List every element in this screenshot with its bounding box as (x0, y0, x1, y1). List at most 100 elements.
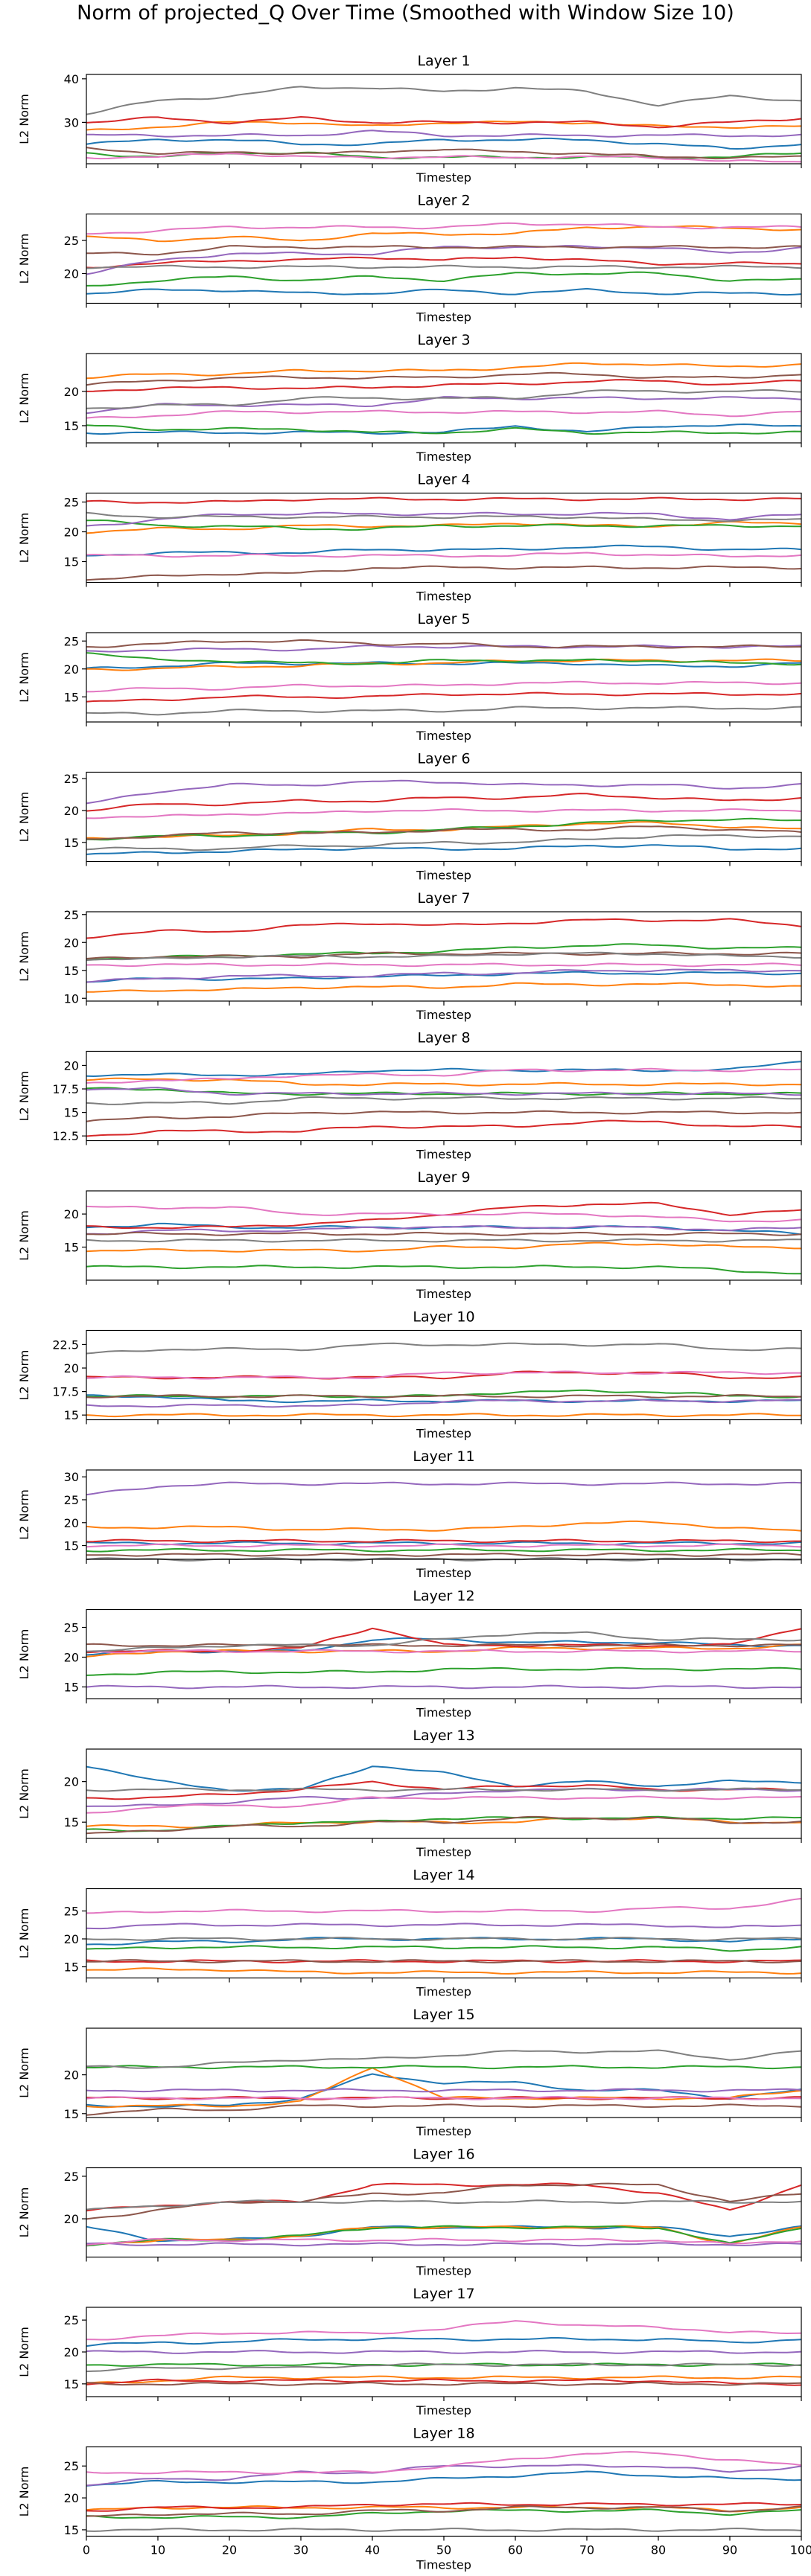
x-axis-label: Timestep (416, 2264, 471, 2278)
series-line-8 (86, 1342, 802, 1355)
series-line-3 (86, 1666, 802, 1676)
panel-title: Layer 3 (417, 332, 470, 348)
series-line-7 (86, 552, 802, 558)
series-line-1 (86, 2337, 802, 2348)
panel-title: Layer 17 (413, 2286, 474, 2302)
x-axis-label: Timestep (416, 2403, 471, 2417)
series-line-6 (86, 951, 802, 959)
x-tick-label: 0 (83, 2543, 90, 2557)
y-tick-label: 15 (64, 555, 79, 569)
series-line-1 (86, 2073, 802, 2108)
x-tick-label: 90 (722, 2543, 737, 2557)
x-axis-label: Timestep (416, 1706, 471, 1720)
y-tick-label: 20 (64, 525, 79, 540)
series-line-6 (86, 825, 802, 840)
series-line-5 (86, 968, 802, 983)
axes-frame (86, 1608, 802, 1700)
series-line-6 (86, 639, 802, 649)
y-axis-label: L2 Norm (17, 1768, 31, 1819)
y-tick-label: 25 (64, 1621, 79, 1635)
series-line-4 (86, 2502, 802, 2512)
series-line-1 (86, 1061, 802, 1077)
y-tick-label: 20 (64, 385, 79, 399)
series-line-5 (86, 396, 802, 415)
series-line-7 (86, 2096, 802, 2100)
series-line-2 (86, 362, 802, 380)
y-axis-label: L2 Norm (17, 2187, 31, 2238)
y-tick-label: 20 (64, 1207, 79, 1221)
series-line-3 (86, 424, 802, 435)
panel-title: Layer 13 (413, 1728, 474, 1744)
panel-12: Layer 12 15 20 25 Timestep L2 Norm (17, 1588, 802, 1720)
y-tick-label: 15 (64, 1408, 79, 1422)
series-line-5 (86, 1923, 802, 1930)
series-line-5 (86, 1481, 802, 1496)
panel-title: Layer 5 (417, 611, 470, 627)
y-tick-label: 17.5 (52, 1082, 79, 1096)
y-tick-label: 25 (64, 234, 79, 248)
series-line-1 (86, 137, 802, 150)
panel-10: Layer 10 15 17.5 20 22.5 Timestep L2 Norm (17, 1309, 802, 1441)
panel-title: Layer 6 (417, 751, 470, 767)
axes-frame (86, 1050, 802, 1142)
series-line-2 (86, 1967, 802, 1975)
panel-7: Layer 7 10 15 20 25 Timestep L2 Norm (17, 890, 802, 1022)
series-line-5 (86, 1684, 802, 1690)
series-line-7 (86, 808, 802, 819)
series-line-6 (86, 2103, 802, 2116)
series-line-7 (86, 409, 802, 419)
series-line-2 (86, 1241, 801, 1253)
y-tick-label: 15 (64, 2523, 79, 2537)
y-axis-label: L2 Norm (17, 1350, 31, 1401)
series-line-3 (86, 1547, 802, 1553)
y-tick-label: 20 (64, 1516, 79, 1530)
series-line-5 (86, 2242, 802, 2247)
series-line-7 (86, 962, 802, 968)
series-line-2 (86, 2067, 802, 2109)
y-tick-label: 25 (64, 634, 79, 648)
y-tick-label: 25 (64, 496, 79, 510)
y-tick-label: 15 (64, 2107, 79, 2121)
series-line-6 (86, 2505, 802, 2517)
x-axis-label: Timestep (416, 589, 471, 604)
y-axis-label: L2 Norm (17, 2327, 31, 2377)
panel-6: Layer 6 15 20 25 Timestep L2 Norm (17, 751, 802, 883)
series-line-7 (86, 1205, 802, 1223)
x-tick-label: 80 (651, 2543, 666, 2557)
series-line-5 (86, 2088, 802, 2093)
y-axis-label: L2 Norm (17, 652, 31, 703)
y-axis-label: L2 Norm (17, 792, 31, 843)
x-tick-label: 10 (150, 2543, 165, 2557)
panel-title: Layer 15 (413, 2007, 474, 2023)
series-line-2 (86, 1520, 802, 1532)
series-line-5 (86, 2350, 802, 2354)
x-axis-label: Timestep (416, 450, 471, 464)
series-line-5 (86, 245, 802, 275)
x-tick-label: 50 (436, 2543, 451, 2557)
series-line-2 (86, 2375, 802, 2384)
series-line-1 (86, 424, 802, 435)
series-line-4 (86, 918, 802, 939)
x-axis-label: Timestep (416, 1985, 471, 1999)
panel-title: Layer 4 (417, 472, 470, 488)
panel-2: Layer 2 20 25 Timestep L2 Norm (17, 193, 802, 325)
series-line-5 (86, 1225, 802, 1236)
y-tick-label: 20 (64, 1932, 79, 1946)
series-line-4 (86, 2378, 802, 2386)
series-line-3 (86, 1265, 802, 1275)
y-tick-label: 15 (64, 2377, 79, 2391)
series-line-1 (86, 971, 802, 983)
x-tick-label: 30 (293, 2543, 308, 2557)
y-tick-label: 20 (64, 936, 79, 950)
panel-title: Layer 18 (413, 2426, 474, 2442)
y-tick-label: 30 (64, 1470, 79, 1484)
y-axis-label: L2 Norm (17, 234, 31, 284)
panel-9: Layer 9 15 20 Timestep L2 Norm (17, 1169, 802, 1301)
series-line-4 (86, 1370, 802, 1380)
series-line-4 (86, 496, 802, 504)
series-line-1 (86, 287, 802, 296)
panel-5: Layer 5 15 20 25 Timestep L2 Norm (17, 611, 802, 743)
x-axis-label: Timestep (416, 1427, 471, 1441)
y-axis-label: L2 Norm (17, 373, 31, 424)
